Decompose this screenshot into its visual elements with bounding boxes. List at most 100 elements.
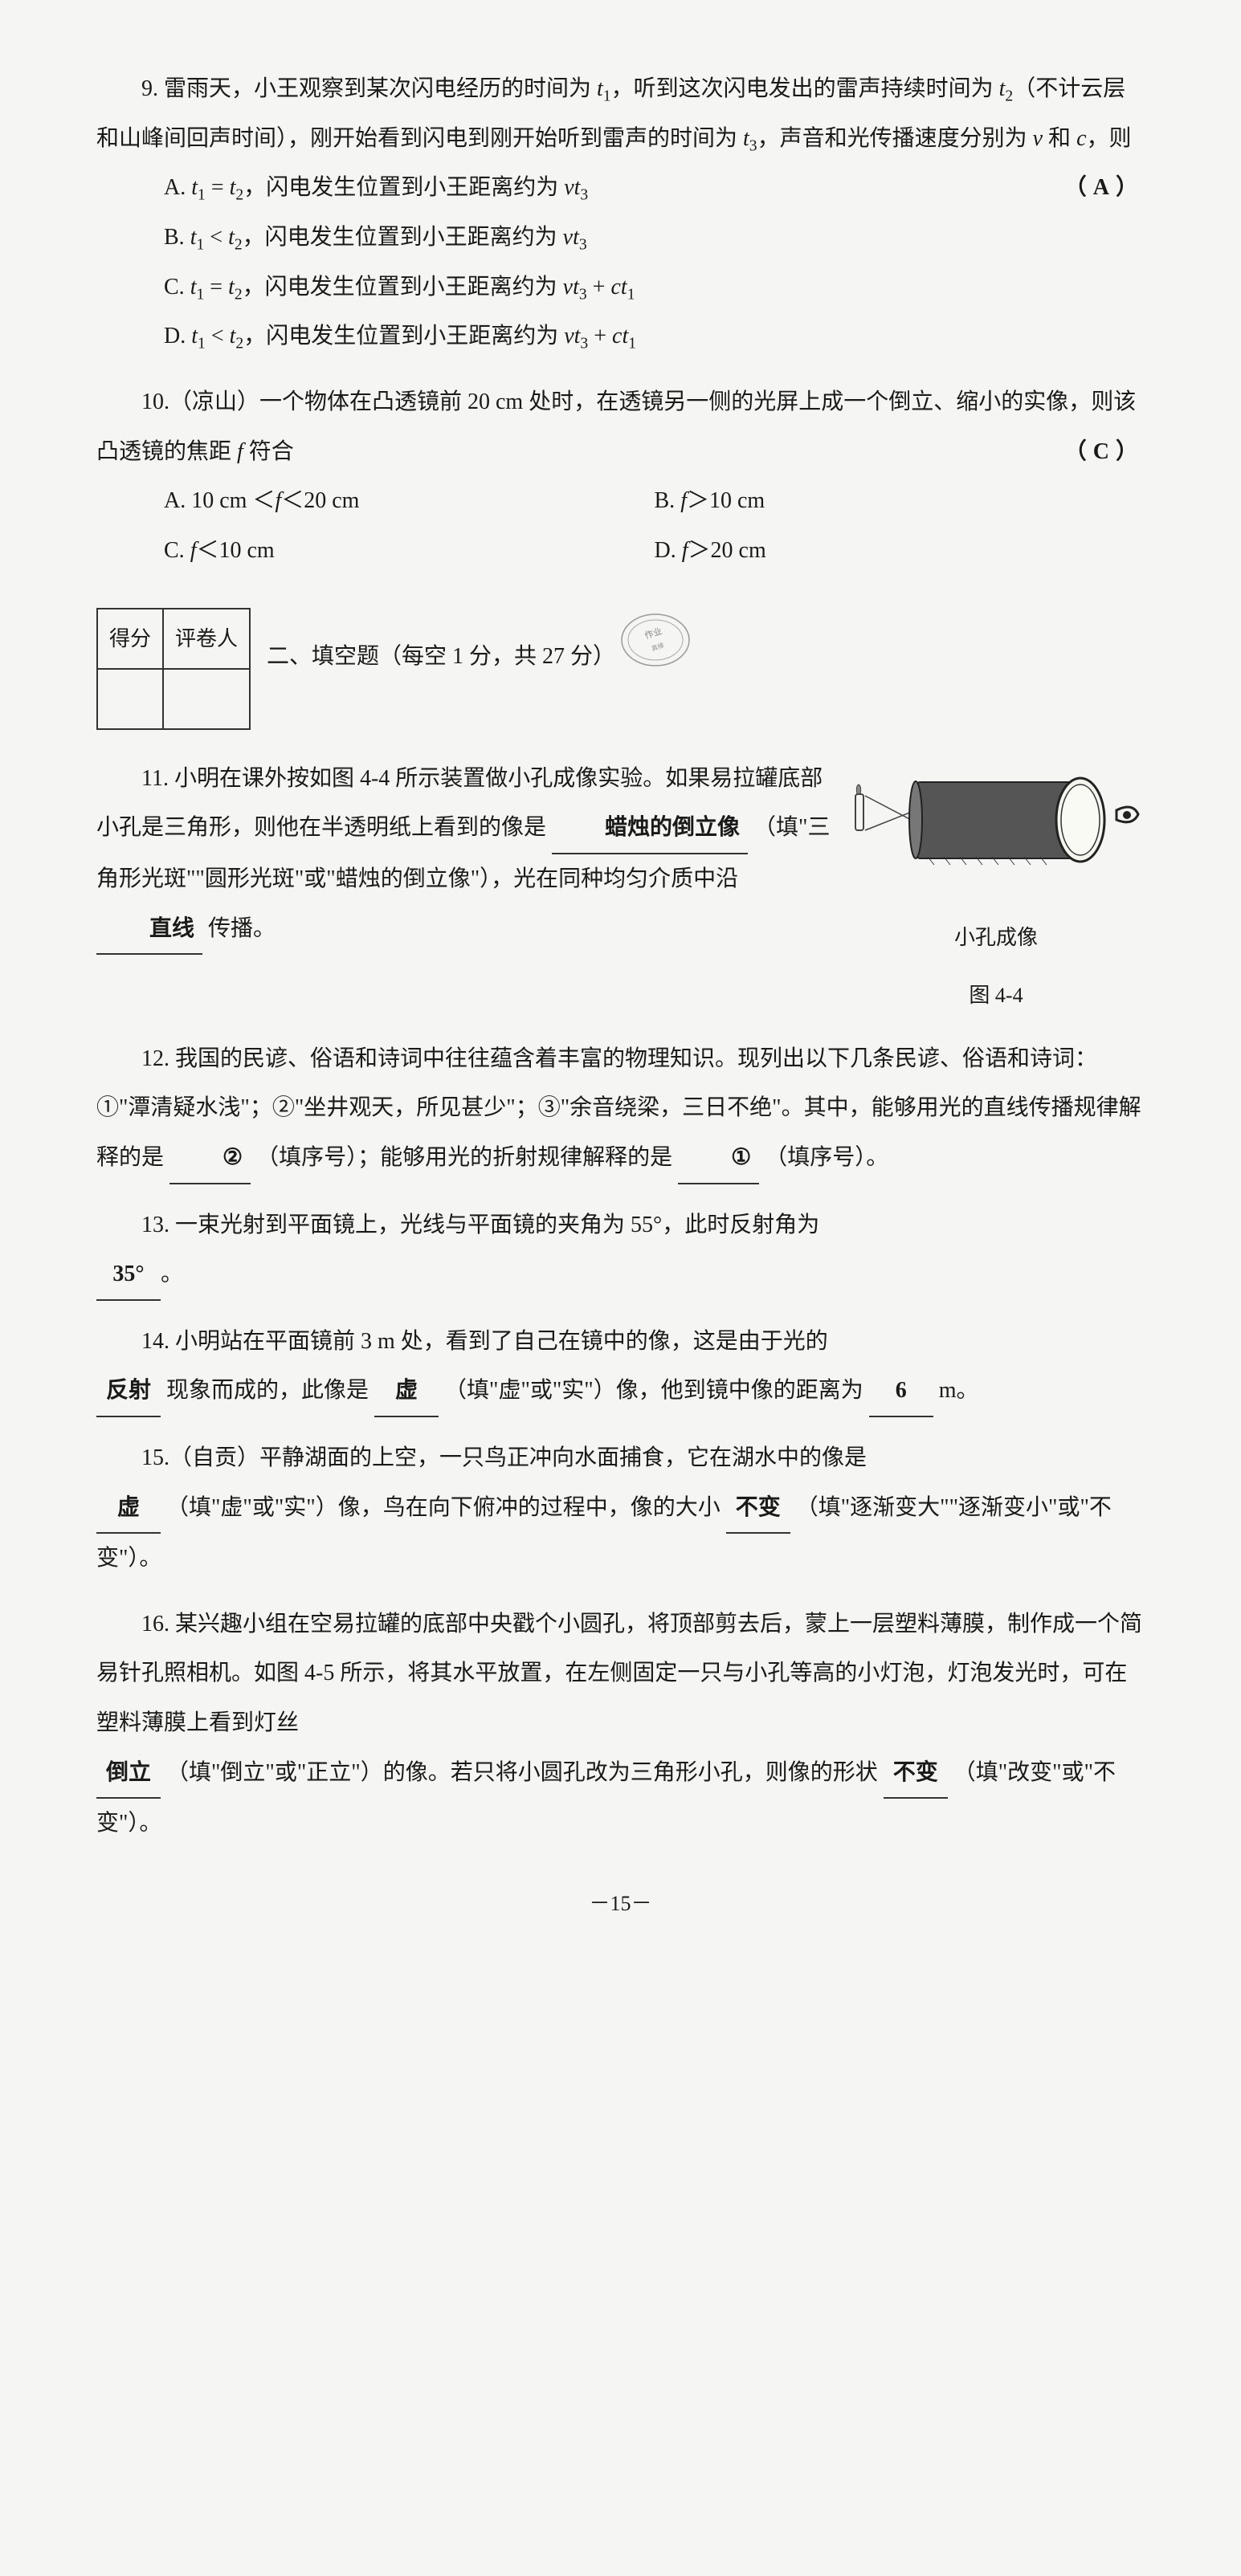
q9-t1: t [597,76,603,101]
q14-text3: （填"虚"或"实"）像，他到镜中像的距离为 [444,1378,863,1403]
q12-text2: （填序号）；能够用光的折射规律解释的是 [256,1145,672,1170]
score-table: 得分 评卷人 [96,608,251,730]
q10-option-b: B. f＞10 cm [655,476,1145,526]
q9-answer: A [1093,175,1116,200]
q9-optC-t2: t [228,275,235,300]
q13-text1: 13. 一束光射到平面镜上，光线与平面镜的夹角为 55°，此时反射角为 [141,1213,819,1237]
q9-optD-eq: < [206,324,230,348]
q10-answer-paren: （C） [1019,427,1145,477]
page-number: －15－ [96,1881,1145,1926]
q9-optD-t1s: 1 [198,336,206,353]
q9-optB-t2s: 2 [235,237,243,254]
q9-optD-t1: t [191,324,198,348]
q10-f: f [237,439,243,464]
question-13: 13. 一束光射到平面镜上，光线与平面镜的夹角为 55°，此时反射角为 35°。 [96,1200,1145,1301]
q9-optC-ct1: t [621,275,627,300]
stamp-icon: 作业 真棒 [615,608,696,691]
section-2-title: 二、填空题（每空 1 分，共 27 分） [267,608,615,682]
q9-optC-ct1s: 1 [627,286,635,303]
q10-text2: 符合 [243,439,294,464]
q9-optA-t1s: 1 [198,187,206,204]
score-table-empty-row [97,669,250,729]
q14-blank1: 反射 [96,1366,161,1417]
q9-optA-t3s: 3 [580,187,588,204]
q9-option-b: B. t1 < t2，闪电发生位置到小王距离约为 vt3 [96,213,1145,263]
q9-text-part1: 9. 雷雨天，小王观察到某次闪电经历的时间为 [141,76,597,101]
q15-blank2: 不变 [726,1483,790,1535]
q16-text2: （填"倒立"或"正立"）的像。若只将小圆孔改为三角形小孔，则像的形状 [166,1760,878,1785]
q13-blank-row: 35°。 [96,1249,1145,1301]
q10-paren-close: ） [1116,439,1145,464]
q10-optA-mid: ＜20 cm [281,488,359,513]
q10-optC-tail: ＜10 cm [196,538,274,563]
q9-optC-post: ，闪电发生位置到小王距离约为 [243,275,563,300]
q13-blank1: 35° [96,1249,161,1301]
q16-cont: 倒立 （填"倒立"或"正立"）的像。若只将小圆孔改为三角形小孔，则像的形状 不变… [96,1748,1145,1848]
q9-optC-t1s: 1 [196,286,204,303]
q12-blank2: ① [678,1133,759,1184]
q10-optD-tail: ＞20 cm [688,538,766,563]
q9-v: v [1033,126,1043,151]
question-16: 16. 某兴趣小组在空易拉罐的底部中央戳个小圆孔，将顶部剪去后，蒙上一层塑料薄膜… [96,1600,1145,1848]
q9-optA-t2s: 2 [235,187,243,204]
q9-optC-t2s: 2 [235,286,243,303]
q14-text4: m。 [939,1378,979,1403]
q9-t3: t [743,126,749,151]
q9-optA-eq: = [206,175,230,200]
q9-answer-paren: （A） [1019,163,1145,213]
q9-and: 和 [1043,126,1076,151]
q9-option-d: D. t1 < t2，闪电发生位置到小王距离约为 vt3 + ct1 [96,312,1145,361]
q10-answer: C [1093,439,1116,464]
q10-optB: B. [655,488,681,513]
q15-text2: （填"虚"或"实"）像，鸟在向下俯冲的过程中，像的大小 [166,1495,721,1520]
q9-optD-ct: c [612,324,622,348]
q9-optA-v: v [564,175,574,200]
q14-text1: 14. 小明站在平面镜前 3 m 处，看到了自己在镜中的像，这是由于光的 [141,1329,828,1354]
q9-paren-close: ） [1116,175,1145,200]
q11-blank2: 直线 [96,904,202,956]
q9-t1-sub: 1 [603,88,611,105]
q12-text3: （填序号）。 [765,1145,888,1170]
q14-blank2: 虚 [374,1366,439,1417]
question-9: 9. 雷雨天，小王观察到某次闪电经历的时间为 t1，听到这次闪电发出的雷声持续时… [96,64,1145,361]
question-15: 15.（自贡）平静湖面的上空，一只鸟正冲向水面捕食，它在湖水中的像是 虚 （填"… [96,1433,1145,1584]
q9-optB-v: v [563,225,573,250]
q11-text3: 传播。 [208,916,276,941]
q15-text1: 15.（自贡）平静湖面的上空，一只鸟正冲向水面捕食，它在湖水中的像是 [141,1445,867,1470]
q10-option-d: D. f＞20 cm [655,526,1145,576]
q16-blank2: 不变 [884,1748,948,1800]
q9-optB-t2: t [228,225,235,250]
q9-optC-ct: c [610,275,620,300]
question-9-text: 9. 雷雨天，小王观察到某次闪电经历的时间为 t1，听到这次闪电发出的雷声持续时… [96,64,1145,163]
q9-optB-pre: B. [164,225,190,250]
q10-optD: D. [655,538,682,563]
question-12: 12. 我国的民谚、俗语和诗词中往往蕴含着丰富的物理知识。现列出以下几条民谚、俗… [96,1034,1145,1184]
q10-option-c: C. f＜10 cm [164,526,655,576]
figure-4-4-caption: 小孔成像 [847,915,1145,960]
q9-optC-pre: C. [164,275,190,300]
q9-optC-t3: t [573,275,579,300]
q16-text1: 16. 某兴趣小组在空易拉罐的底部中央戳个小圆孔，将顶部剪去后，蒙上一层塑料薄膜… [96,1612,1142,1735]
q9-optB-eq: < [204,225,228,250]
q10-optD-f: f [682,538,688,563]
q15-blank1: 虚 [96,1483,161,1535]
q9-optD-ct1s: 1 [628,336,636,353]
q9-optC-tail: + [587,275,611,300]
q12-blank1: ② [169,1133,251,1184]
q9-optB-t3: t [573,225,579,250]
q13-text: 13. 一束光射到平面镜上，光线与平面镜的夹角为 55°，此时反射角为 [96,1200,1145,1250]
q16-text: 16. 某兴趣小组在空易拉罐的底部中央戳个小圆孔，将顶部剪去后，蒙上一层塑料薄膜… [96,1600,1145,1748]
q9-optD-t3s: 3 [580,336,588,353]
svg-text:作业: 作业 [643,626,663,641]
q9-optD-post: ，闪电发生位置到小王距离约为 [243,324,564,348]
q9-paren-open: （ [1064,175,1093,200]
q10-optC: C. [164,538,190,563]
score-table-header-row: 得分 评卷人 [97,609,250,669]
q9-optD-pre: D. [164,324,191,348]
q13-text2: 。 [161,1262,183,1286]
q10-paren-open: （ [1064,439,1093,464]
q9-optA-t1: t [191,175,198,200]
q14-cont: 反射 现象而成的，此像是 虚 （填"虚"或"实"）像，他到镜中像的距离为 6 m… [96,1366,1145,1417]
q9-text-part2: ，听到这次闪电发出的雷声持续时间为 [611,76,999,101]
q9-optC-t3s: 3 [579,286,587,303]
